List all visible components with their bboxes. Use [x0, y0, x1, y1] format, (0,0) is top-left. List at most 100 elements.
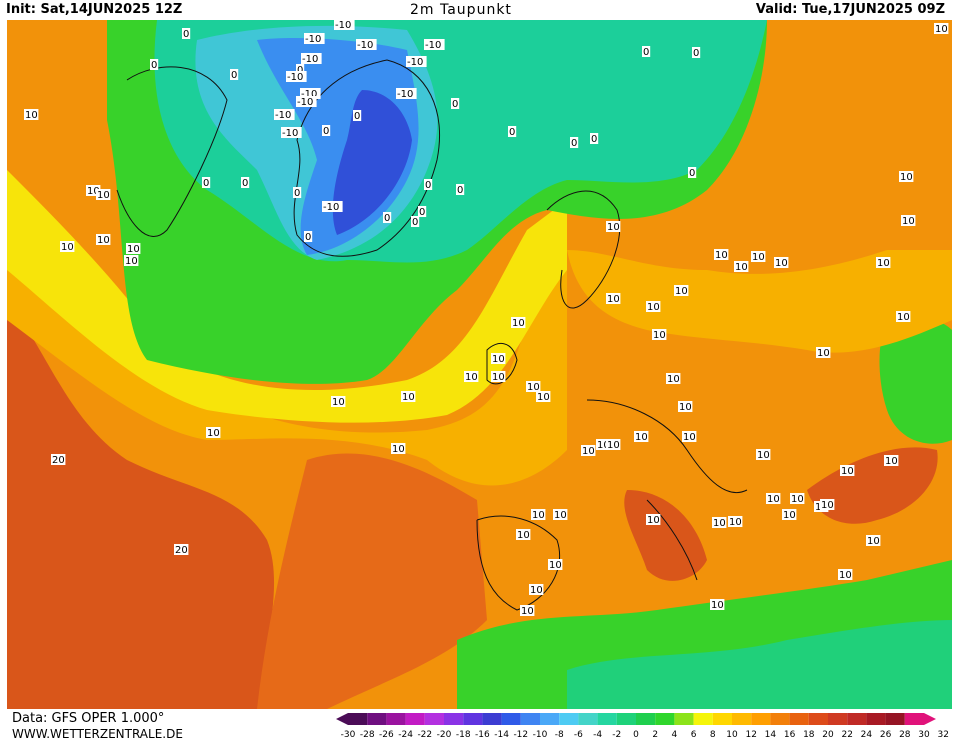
- contour-label: 10: [682, 431, 697, 443]
- contour-label: 10: [391, 443, 406, 455]
- legend-tick: -18: [456, 730, 471, 740]
- contour-label: 10: [766, 493, 781, 505]
- svg-text:10: 10: [492, 372, 505, 383]
- legend-tick: 8: [710, 730, 716, 740]
- legend-swatch: [789, 713, 809, 725]
- svg-text:0: 0: [571, 138, 577, 149]
- contour-label: 10: [646, 514, 661, 526]
- contour-label: 10: [126, 243, 141, 255]
- site-url[interactable]: WWW.WETTERZENTRALE.DE: [12, 727, 183, 741]
- svg-text:0: 0: [151, 60, 157, 71]
- svg-text:10: 10: [332, 397, 345, 408]
- contour-label: 10: [734, 261, 749, 273]
- legend-swatch: [463, 713, 483, 725]
- legend-swatch: [520, 713, 540, 725]
- svg-text:10: 10: [207, 428, 220, 439]
- svg-text:10: 10: [653, 330, 666, 341]
- svg-text:10: 10: [582, 446, 595, 457]
- color-legend: -30 -28 -26 -24 -22 -20 -18 -16 -14 -12 -10 -8 -6 -4-…: [334, 711, 959, 741]
- legend-swatch: [828, 713, 848, 725]
- contour-label: -10: [281, 127, 302, 139]
- svg-text:10: 10: [675, 286, 688, 297]
- contour-label: 0: [353, 110, 362, 122]
- legend-arrow-right: [924, 713, 936, 725]
- contour-label: 10: [536, 391, 551, 403]
- svg-text:10: 10: [935, 24, 948, 35]
- svg-text:-10: -10: [287, 72, 303, 83]
- svg-text:10: 10: [715, 250, 728, 261]
- svg-text:10: 10: [125, 256, 138, 267]
- contour-label: 0: [293, 187, 302, 199]
- legend-tick: 20: [822, 730, 834, 740]
- contour-label: 10: [606, 293, 621, 305]
- svg-text:10: 10: [97, 190, 110, 201]
- contour-label: -10: [301, 53, 322, 65]
- contour-label: 10: [876, 257, 891, 269]
- svg-text:0: 0: [305, 232, 311, 243]
- contour-labels: 10 10 10 10 10 10 10 10 10 10 10 10 10 10 10 10 10 10 10 10…: [24, 20, 949, 617]
- contour-label: 10: [24, 109, 39, 121]
- contour-label: 10: [751, 251, 766, 263]
- svg-text:-10: -10: [425, 40, 441, 51]
- contour-label: 10: [728, 516, 743, 528]
- legend-swatch: [770, 713, 790, 725]
- amber-band: [7, 190, 567, 486]
- coastlines: [116, 59, 748, 611]
- svg-text:-10: -10: [301, 89, 317, 100]
- legend-tick: 32: [937, 730, 948, 740]
- contour-label: 0: [688, 167, 697, 179]
- contour-label: 10: [491, 353, 506, 365]
- svg-text:0: 0: [242, 178, 248, 189]
- deepblue-greenland: [332, 90, 412, 235]
- contour-label: -10: [396, 88, 417, 100]
- legend-swatch: [367, 713, 387, 725]
- valid-time: Valid: Tue,17JUN2025 09Z: [755, 2, 945, 17]
- legend-tick: 22: [841, 730, 852, 740]
- svg-text:10: 10: [537, 392, 550, 403]
- svg-text:0: 0: [294, 188, 300, 199]
- svg-text:0: 0: [693, 48, 699, 59]
- dewpoint-map[interactable]: 10 10 10 10 10 10 10 10 10 10 10 10 10 10 10 10 10 10 10 10…: [7, 20, 952, 709]
- svg-text:0: 0: [689, 168, 695, 179]
- legend-tick: -24: [398, 730, 413, 740]
- contour-label: -10: [356, 39, 377, 51]
- svg-text:10: 10: [492, 354, 505, 365]
- contour-label: 10: [60, 241, 75, 253]
- svg-text:10: 10: [783, 510, 796, 521]
- svg-text:10: 10: [683, 432, 696, 443]
- legend-tick: 30: [918, 730, 930, 740]
- contour-label: 10: [553, 509, 568, 521]
- legend-swatch: [501, 713, 521, 725]
- contour-label: 0: [241, 177, 250, 189]
- contour-label: 10: [124, 255, 139, 267]
- svg-text:10: 10: [647, 302, 660, 313]
- contour-label: 10: [714, 249, 729, 261]
- svg-text:10: 10: [775, 258, 788, 269]
- svg-text:10: 10: [757, 450, 770, 461]
- svg-text:10: 10: [900, 172, 913, 183]
- legend-tick: -2: [612, 730, 621, 740]
- svg-text:-10: -10: [335, 20, 351, 31]
- svg-text:10: 10: [667, 374, 680, 385]
- contour-label: -10: [296, 96, 317, 108]
- contour-label: 10: [674, 285, 689, 297]
- legend-swatch: [616, 713, 636, 725]
- svg-text:10: 10: [767, 494, 780, 505]
- svg-text:-10: -10: [275, 110, 291, 121]
- svg-text:10: 10: [791, 494, 804, 505]
- contour-label: 20: [51, 454, 66, 466]
- legend-swatch: [885, 713, 905, 725]
- legend-swatch: [597, 713, 617, 725]
- contour-label: 10: [934, 23, 949, 35]
- contour-label: 10: [596, 439, 611, 451]
- lightgreen-africa: [567, 620, 952, 709]
- contour-label: 10: [646, 301, 661, 313]
- contour-label: 10: [790, 493, 805, 505]
- svg-text:10: 10: [127, 244, 140, 255]
- contour-label: 10: [899, 171, 914, 183]
- contour-label: 0: [296, 64, 305, 76]
- legend-tick: 18: [803, 730, 815, 740]
- map-title: 2m Taupunkt: [410, 2, 512, 18]
- contour-label: 10: [86, 185, 101, 197]
- contour-label: 10: [710, 599, 725, 611]
